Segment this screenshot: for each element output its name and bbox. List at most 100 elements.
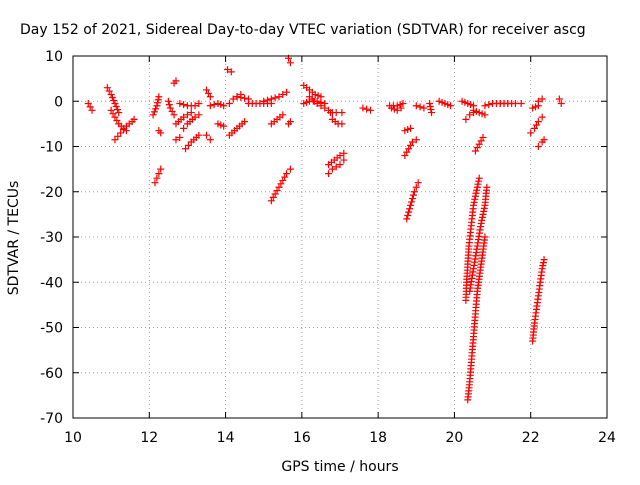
data-point (404, 212, 412, 220)
series-arc-19 (223, 66, 235, 76)
data-point (264, 96, 272, 104)
series-arc-35 (325, 149, 348, 169)
data-point (152, 105, 160, 113)
series-arc-34 (325, 156, 348, 178)
data-point (229, 95, 237, 103)
series-arc-26 (285, 118, 294, 128)
data-point (195, 131, 203, 139)
series-arc-01 (84, 100, 96, 114)
data-point (108, 93, 116, 101)
series-arc-09 (170, 77, 180, 87)
data-point (407, 124, 415, 132)
data-point (313, 100, 321, 108)
data-point (475, 177, 483, 185)
data-point (338, 109, 346, 117)
data-point (155, 93, 163, 101)
data-point (420, 104, 428, 112)
data-point (408, 138, 416, 146)
data-point (363, 105, 371, 113)
data-point (397, 104, 405, 112)
data-point (241, 118, 249, 126)
data-point (172, 77, 180, 85)
data-point (321, 104, 329, 112)
data-point (414, 179, 422, 187)
series-arc-18 (214, 120, 228, 130)
data-point (183, 111, 191, 119)
data-point (470, 201, 477, 209)
data-point (338, 120, 346, 128)
data-point (286, 118, 294, 126)
x-tick-label: 22 (522, 430, 540, 446)
series-arc-08 (164, 97, 178, 119)
data-point (471, 195, 479, 203)
data-point (473, 186, 481, 194)
series-arc-04 (111, 115, 138, 144)
series-arc-32 (326, 109, 346, 117)
series-arc-27 (267, 165, 294, 205)
series-arc-07 (155, 127, 165, 137)
y-tick-label: -60 (40, 366, 63, 382)
data-point (462, 115, 470, 123)
data-point (286, 59, 294, 67)
y-tick-label: -70 (40, 411, 63, 427)
series-arc-12 (176, 100, 203, 110)
x-tick-label: 18 (369, 430, 387, 446)
data-point (187, 109, 195, 117)
data-point (151, 179, 159, 187)
data-point (180, 124, 188, 132)
data-point (336, 161, 344, 169)
grid-lines (73, 56, 607, 418)
series-arc-38 (387, 104, 405, 114)
data-point (340, 156, 348, 164)
series-arc-21 (225, 118, 249, 139)
data-point (481, 102, 489, 110)
data-point (481, 111, 489, 119)
y-tick-label: -40 (40, 275, 63, 291)
data-point (279, 90, 287, 98)
x-tick-label: 16 (293, 430, 311, 446)
data-point (483, 183, 491, 191)
series-arc-20 (225, 90, 245, 108)
data-point (112, 103, 120, 111)
data-point (206, 93, 214, 101)
data-point (408, 198, 416, 206)
data-point (527, 129, 535, 137)
series-arc-51 (462, 174, 483, 304)
data-point (150, 108, 158, 116)
data-point (409, 191, 417, 199)
data-point (534, 97, 542, 105)
series-arc-40 (401, 136, 420, 160)
data-point (412, 102, 420, 110)
series-arc-06 (149, 93, 163, 119)
data-point (412, 136, 420, 144)
series-arc-57 (534, 136, 548, 150)
series-arc-42 (412, 102, 428, 112)
x-tick-label: 14 (217, 430, 235, 446)
series-arc-24 (260, 88, 291, 105)
series-arc-16 (203, 131, 214, 144)
data-point (470, 198, 478, 206)
data-point (540, 136, 548, 144)
data-point (479, 133, 487, 141)
x-tick-label: 12 (140, 430, 158, 446)
data-point (180, 101, 188, 109)
data-point (367, 106, 375, 114)
data-point (426, 100, 434, 108)
data-point (359, 104, 367, 112)
data-point (195, 100, 203, 108)
series-arc-11 (172, 109, 195, 128)
data-point (130, 115, 138, 123)
data-point (480, 204, 488, 212)
series-arc-13 (180, 111, 203, 132)
data-point (426, 103, 434, 111)
data-point (195, 111, 203, 119)
data-point (428, 109, 436, 117)
data-point (410, 188, 418, 196)
data-point (165, 101, 173, 109)
data-point (114, 106, 121, 114)
data-point (180, 113, 188, 121)
data-point (480, 207, 488, 215)
data-point (485, 101, 493, 109)
